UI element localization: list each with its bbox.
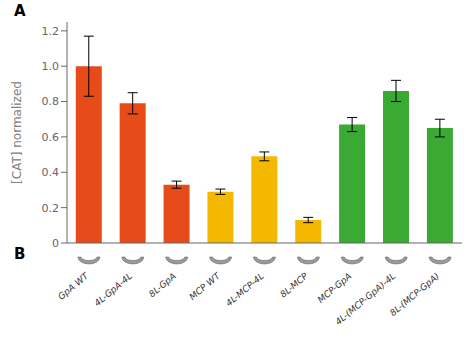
svg-text:[CAT] normalized: [CAT] normalized (10, 81, 24, 184)
svg-text:0.8: 0.8 (42, 95, 60, 108)
svg-text:1.0: 1.0 (42, 60, 60, 73)
svg-text:0.4: 0.4 (42, 166, 60, 179)
svg-text:MCP WT: MCP WT (187, 270, 223, 302)
svg-text:0.2: 0.2 (42, 202, 60, 215)
svg-text:MCP-GpA: MCP-GpA (316, 271, 354, 305)
svg-text:1.2: 1.2 (42, 25, 60, 38)
svg-text:0: 0 (52, 237, 59, 250)
html-text:A: A (14, 2, 26, 20)
svg-text:8L-MCP: 8L-MCP (278, 271, 310, 300)
svg-text:4L-GpA-4L: 4L-GpA-4L (92, 271, 134, 308)
html-text:B: B (14, 245, 26, 263)
svg-text:4L-(MCP-GpA)-4L: 4L-(MCP-GpA)-4L (333, 271, 397, 327)
svg-text:GpA WT: GpA WT (56, 270, 91, 302)
svg-text:8L-GpA: 8L-GpA (147, 271, 178, 299)
svg-text:0.6: 0.6 (42, 131, 60, 144)
svg-text:4L-MCP-4L: 4L-MCP-4L (224, 271, 266, 308)
svg-text:8L-(MCP-GpA): 8L-(MCP-GpA) (388, 271, 441, 318)
